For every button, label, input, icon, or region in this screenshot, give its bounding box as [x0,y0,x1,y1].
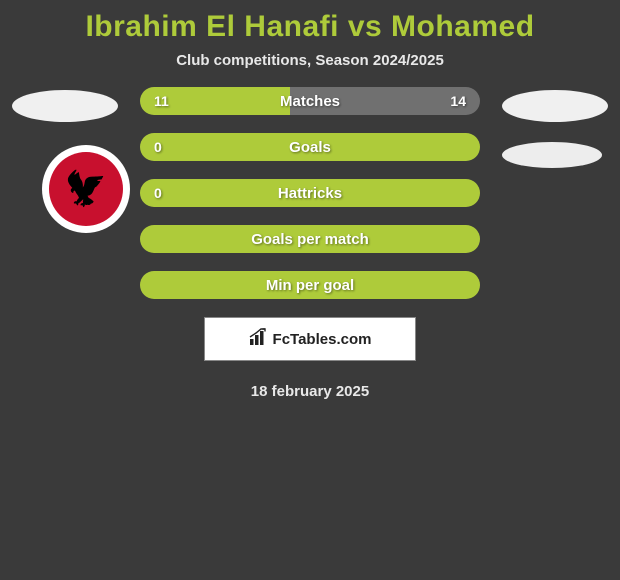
stat-left-value: 0 [154,185,162,201]
stat-label: Goals per match [251,231,369,248]
stat-left-value: 0 [154,139,162,155]
club-logo-left: 🦅 [42,145,130,233]
avatar-placeholder-right [502,90,608,122]
subtitle: Club competitions, Season 2024/2025 [0,52,620,87]
stat-bars: 11 14 Matches 0 Goals 0 Hattricks Goals per mat… [140,87,480,299]
player-left-badge: 🦅 [12,90,118,122]
stat-bar: 11 14 Matches [140,87,480,115]
stat-bar: 0 Goals [140,133,480,161]
club-logo-inner: 🦅 [49,152,123,226]
stat-right-value: 14 [450,93,466,109]
stat-label: Matches [280,93,340,110]
date: 18 february 2025 [0,383,620,400]
stat-bar: Goals per match [140,225,480,253]
stat-bar: Min per goal [140,271,480,299]
eagle-icon: 🦅 [65,172,107,206]
stat-label: Hattricks [278,185,342,202]
stat-left-value: 11 [154,93,169,109]
bar-chart-icon [249,328,269,350]
stat-label: Min per goal [266,277,354,294]
stat-label: Goals [289,139,331,156]
comparison-area: 🦅 11 14 Matches 0 Goals 0 Hattricks Goals per m… [0,87,620,400]
club-placeholder-right [502,142,602,168]
stat-bar: 0 Hattricks [140,179,480,207]
page-title: Ibrahim El Hanafi vs Mohamed [0,0,620,52]
avatar-placeholder-left [12,90,118,122]
player-right-badge [502,90,608,168]
watermark: FcTables.com [204,317,416,361]
watermark-text: FcTables.com [273,331,372,348]
